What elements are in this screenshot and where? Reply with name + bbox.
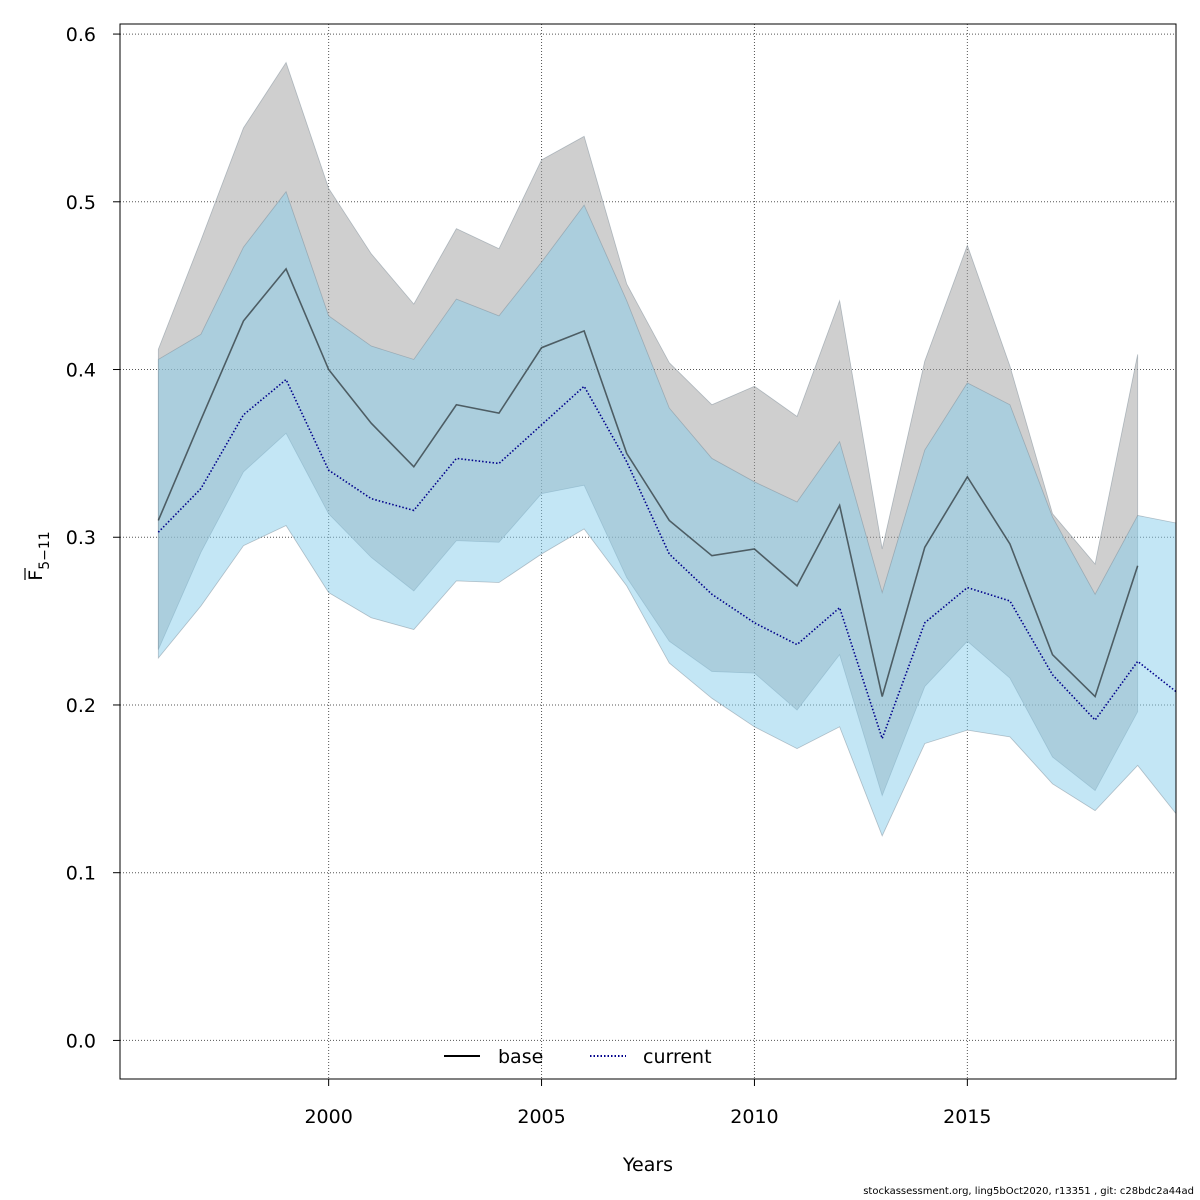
x-tick-label: 2015	[943, 1106, 991, 1128]
y-tick-label: 0.2	[66, 695, 96, 717]
base-line	[157, 267, 1139, 699]
y-tick-label: 0.0	[66, 1030, 96, 1052]
legend-current-label: current	[643, 1046, 712, 1068]
y-axis-label: F5−11	[24, 531, 53, 581]
current-line	[157, 378, 1176, 741]
series-lines	[157, 267, 1176, 741]
footer-credit: stockassessment.org, ling5bOct2020, r133…	[863, 1186, 1194, 1197]
plot-frame	[119, 23, 1177, 1080]
svg-text:F5−11: F5−11	[25, 531, 53, 580]
x-tick-label: 2005	[517, 1106, 565, 1128]
y-tick-label: 0.5	[66, 192, 96, 214]
y-tick-label: 0.1	[66, 863, 96, 885]
legend-base-label: base	[498, 1046, 543, 1068]
y-tick-label: 0.6	[66, 24, 96, 46]
x-axis-label: Years	[622, 1154, 673, 1176]
x-axis: 2000 2005 2010 2015	[304, 1079, 992, 1128]
x-tick-label: 2000	[304, 1106, 352, 1128]
y-axis: 0.0 0.1 0.2 0.3 0.4 0.5 0.6	[66, 24, 120, 1052]
current-confidence-band	[157, 190, 1176, 837]
y-tick-label: 0.4	[66, 360, 96, 382]
y-tick-label: 0.3	[66, 527, 96, 549]
y-axis-label-main: F	[25, 570, 47, 581]
y-axis-label-subscript: 5−11	[37, 531, 53, 569]
legend: base current	[444, 1046, 712, 1068]
confidence-bands	[157, 61, 1176, 837]
x-tick-label: 2010	[730, 1106, 778, 1128]
